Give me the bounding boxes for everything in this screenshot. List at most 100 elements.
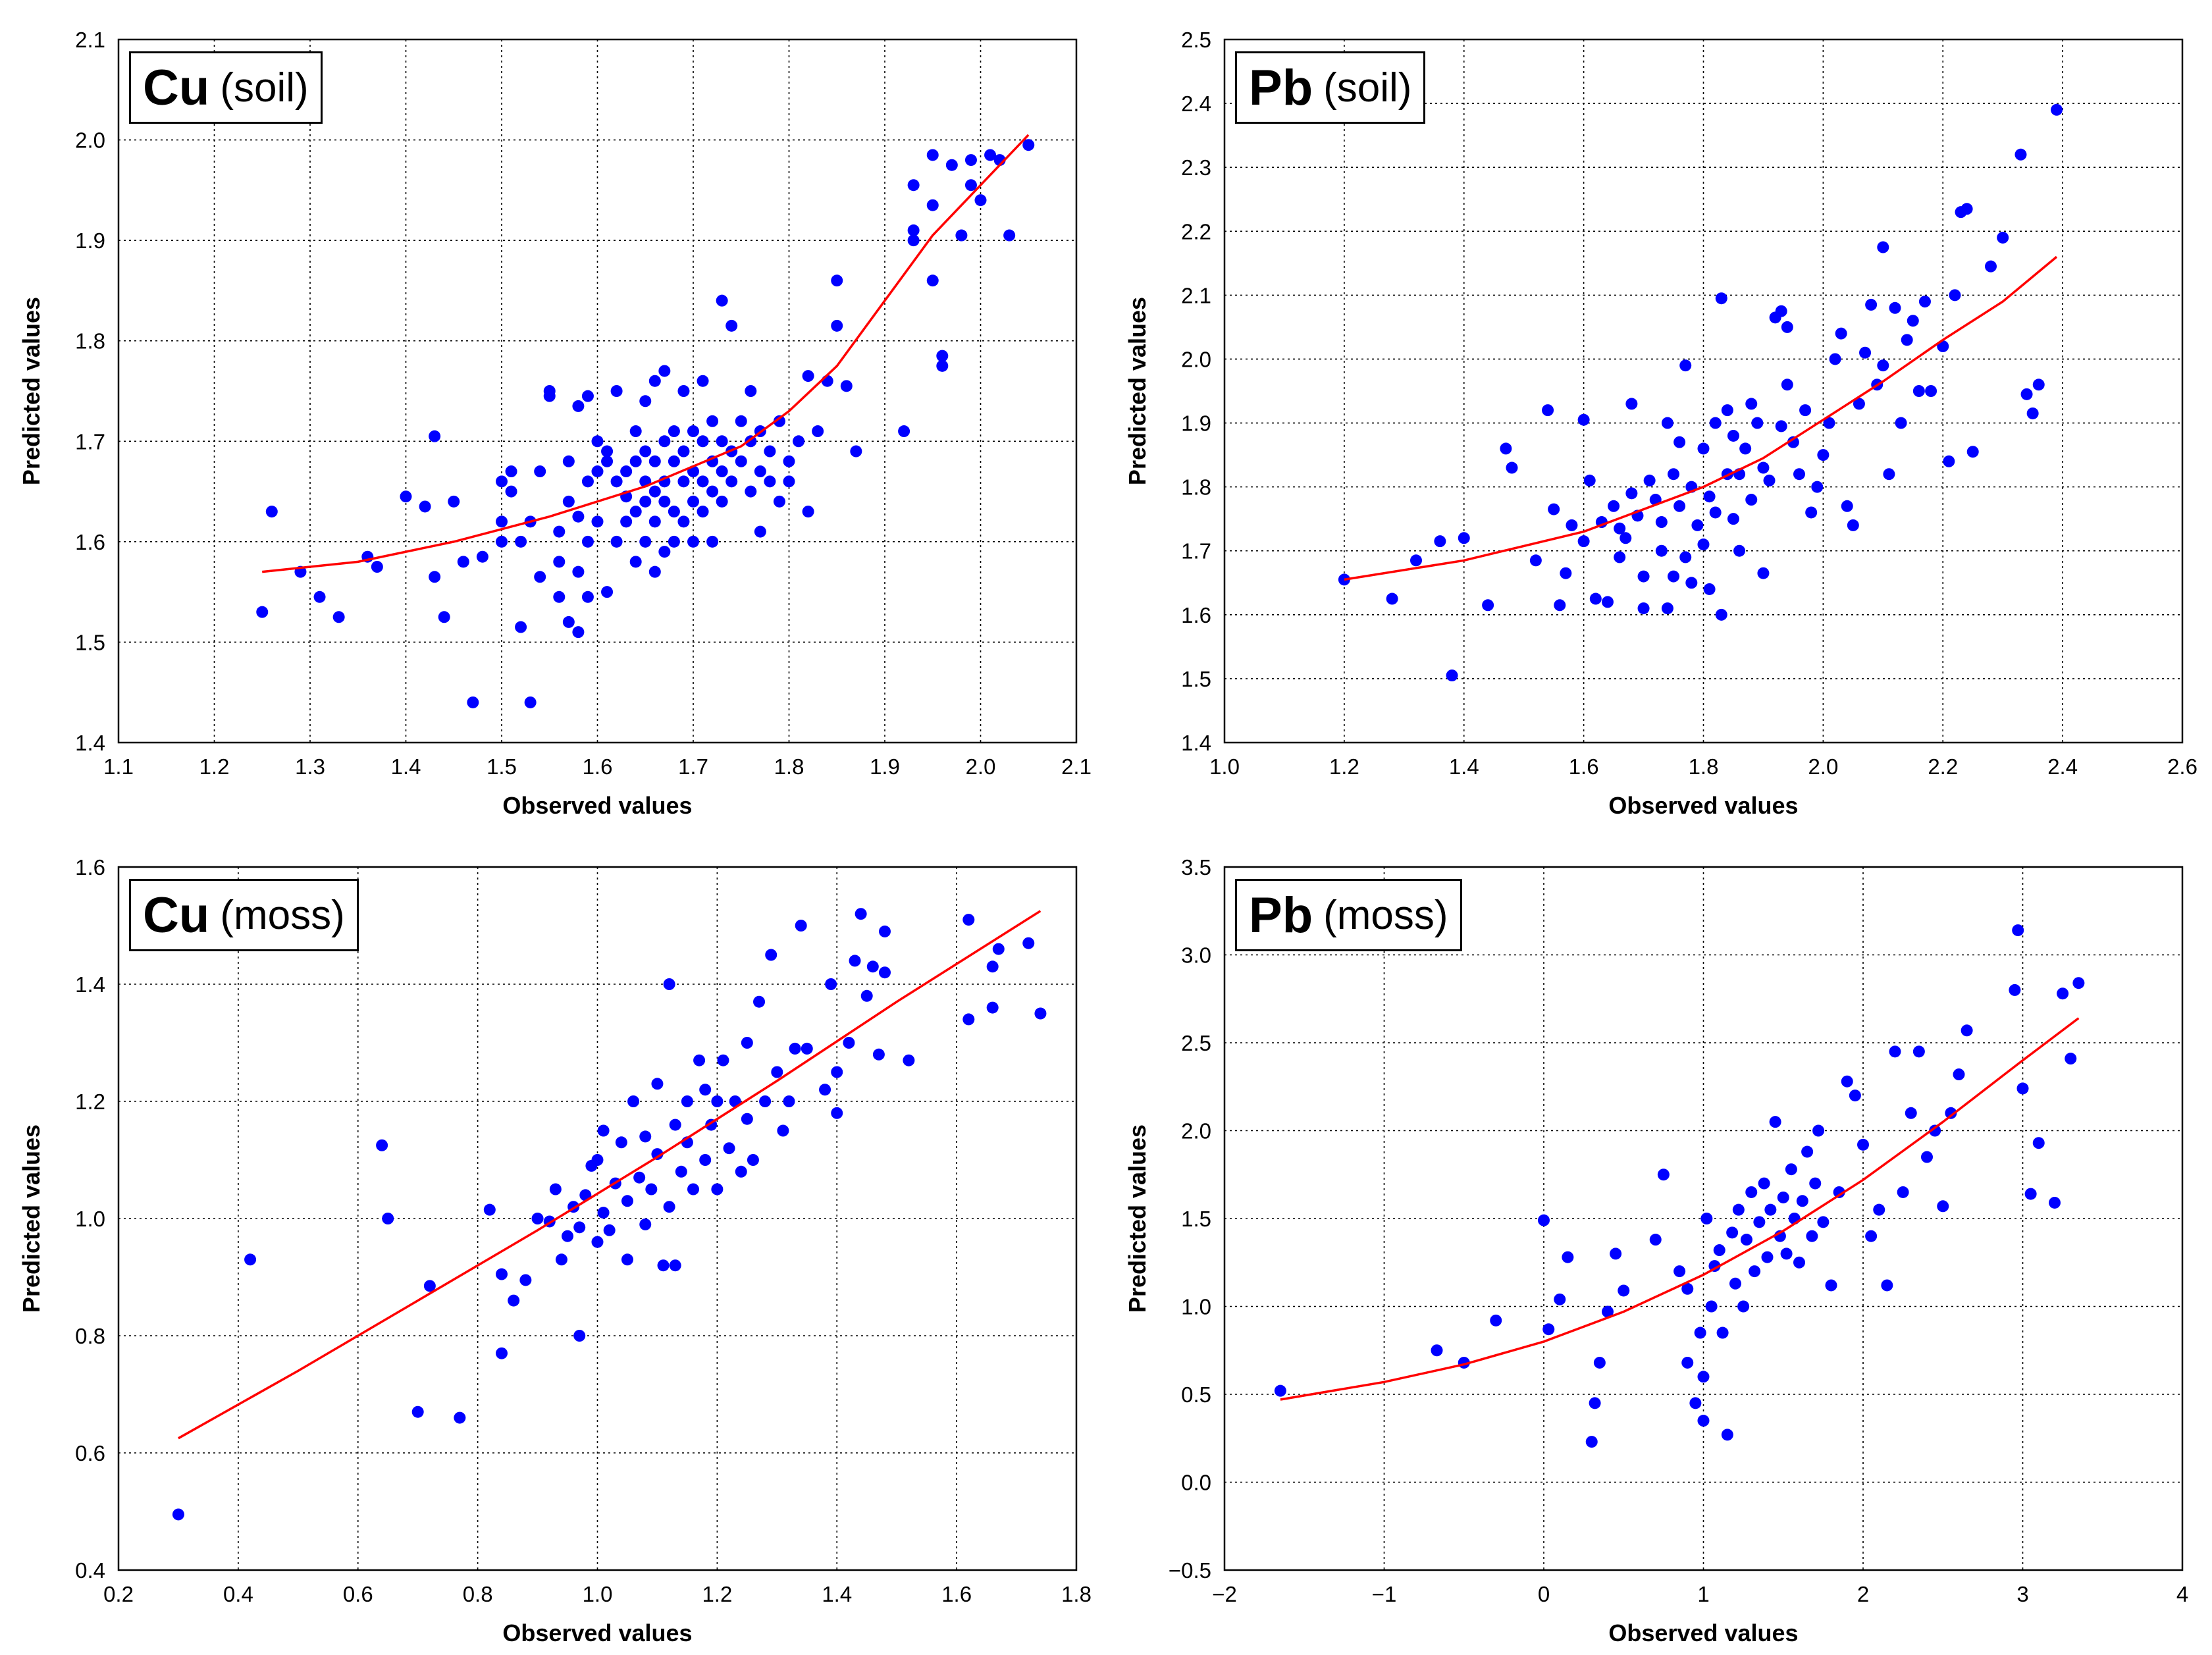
data-point	[1966, 446, 1979, 458]
data-point	[1703, 490, 1716, 503]
data-point	[603, 1224, 616, 1236]
data-point	[1825, 1279, 1837, 1292]
y-tick-label: 2.0	[75, 128, 105, 153]
y-tick-label: 2.4	[1181, 92, 1211, 116]
x-tick-label: 2.2	[1928, 754, 1958, 779]
data-point	[789, 1042, 801, 1055]
x-tick-label: 0.2	[103, 1582, 134, 1606]
data-point	[1749, 1265, 1761, 1278]
data-point	[2057, 987, 2069, 1000]
data-point	[496, 515, 508, 528]
data-point	[754, 525, 766, 538]
data-point	[597, 1207, 610, 1219]
data-point	[1034, 1007, 1047, 1020]
data-point	[648, 375, 661, 387]
x-tick-label: 1.2	[199, 754, 230, 779]
data-point	[244, 1253, 257, 1266]
data-point	[1777, 1191, 1789, 1203]
data-point	[620, 465, 633, 478]
data-point	[1668, 570, 1680, 583]
chart-title-medium: (moss)	[1323, 892, 1448, 938]
data-point	[476, 550, 488, 563]
y-tick-label: 1.8	[1181, 475, 1211, 500]
data-point	[1585, 1436, 1598, 1448]
y-axis-label: Predicted values	[18, 297, 45, 485]
data-point	[783, 455, 795, 467]
data-point	[1812, 1124, 1825, 1137]
data-point	[1857, 1138, 1869, 1151]
data-point	[1338, 573, 1350, 586]
data-point	[1458, 532, 1470, 544]
data-point	[697, 506, 709, 518]
data-point	[1679, 551, 1692, 564]
data-point	[549, 1183, 562, 1195]
data-point	[668, 425, 680, 438]
data-point	[1945, 1107, 1957, 1119]
fit-curve	[1344, 255, 2058, 581]
y-tick-label: 0.6	[75, 1441, 105, 1465]
data-point	[717, 1054, 729, 1066]
data-point	[773, 495, 785, 508]
data-point	[1751, 417, 1764, 429]
x-tick-label: 1.5	[487, 754, 517, 779]
data-point	[411, 1405, 424, 1418]
data-point	[591, 435, 604, 448]
data-point	[1542, 1323, 1555, 1336]
data-point	[754, 465, 766, 478]
data-point	[2049, 1196, 2061, 1209]
data-point	[1542, 404, 1554, 417]
data-point	[1733, 544, 1746, 557]
y-axis: −0.5 0.0 0.5 1.0 1.5 2.0 2.5 3.0 3.5	[1169, 855, 1211, 1583]
data-point	[483, 1203, 496, 1216]
x-tick-label: 1.0	[583, 1582, 613, 1606]
data-point	[591, 1154, 604, 1166]
data-points	[1274, 924, 2085, 1448]
data-point	[1859, 346, 1872, 359]
data-point	[1745, 494, 1758, 506]
data-point	[1806, 1230, 1818, 1242]
data-point	[591, 515, 604, 528]
data-point	[1681, 1356, 1694, 1369]
y-tick-label: 1.2	[75, 1090, 105, 1114]
data-point	[1700, 1213, 1713, 1224]
data-point	[1745, 398, 1758, 410]
data-point	[658, 546, 671, 558]
data-point	[1847, 519, 1859, 531]
data-point	[1729, 1277, 1741, 1290]
data-point	[741, 1113, 753, 1125]
data-point	[697, 475, 709, 488]
data-point	[765, 949, 777, 961]
data-point	[1668, 468, 1680, 481]
data-point	[2024, 1188, 2037, 1200]
data-point	[964, 179, 977, 192]
data-point	[1889, 302, 1901, 314]
data-point	[725, 475, 738, 488]
data-point	[515, 621, 527, 633]
data-point	[677, 515, 690, 528]
data-point	[840, 380, 853, 392]
data-point	[1796, 1195, 1808, 1207]
data-point	[986, 1001, 999, 1014]
data-point	[505, 465, 517, 478]
data-point	[849, 955, 861, 967]
data-point	[562, 1230, 574, 1242]
x-axis: 0.2 0.4 0.6 0.8 1.0 1.2 1.4 1.6 1.8	[103, 1582, 1092, 1606]
data-point	[1637, 602, 1650, 615]
data-point	[1889, 1045, 1901, 1058]
data-point	[553, 525, 566, 538]
data-point	[984, 149, 997, 161]
data-point	[1529, 554, 1542, 567]
data-point	[716, 294, 728, 307]
data-point	[1805, 506, 1818, 519]
data-point	[907, 179, 920, 192]
y-axis-label: Predicted values	[1124, 1124, 1151, 1313]
data-point	[438, 611, 450, 623]
data-point	[1386, 592, 1398, 605]
data-point	[2051, 103, 2063, 116]
data-point	[621, 1253, 633, 1266]
data-point	[711, 1095, 724, 1107]
data-point	[534, 571, 546, 583]
data-point	[2065, 1053, 2077, 1065]
data-point	[1602, 596, 1614, 608]
data-point	[699, 1154, 712, 1166]
